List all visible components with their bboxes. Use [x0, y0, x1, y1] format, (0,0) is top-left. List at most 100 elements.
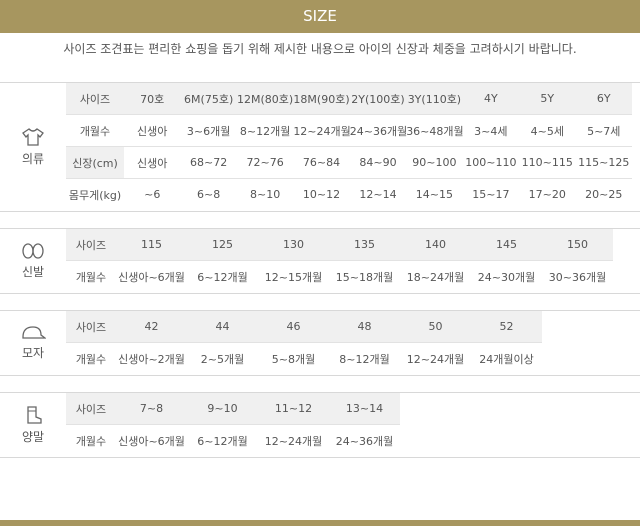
- cell: 2~5개월: [200, 352, 245, 366]
- cell: 18M(90호): [293, 83, 350, 115]
- row-header: 사이즈: [66, 393, 116, 425]
- cell: 8~12개월: [236, 114, 294, 147]
- cell: 42: [116, 311, 187, 343]
- clothing-icon: [22, 128, 44, 146]
- table-row: 몸무게(kg) ~6 6~8 8~10 10~12 12~14 14~15 15~17 17~2…: [66, 179, 632, 211]
- cell: 4~5세: [519, 114, 576, 147]
- cell: 신생아~2개월: [118, 352, 185, 366]
- header-bar: SIZE: [0, 0, 640, 33]
- section-label: 신발: [21, 265, 45, 279]
- row-header: 사이즈: [66, 311, 116, 343]
- cell: ~6: [144, 188, 161, 201]
- side: 의류: [0, 83, 66, 211]
- cell: 30~36개월: [548, 270, 607, 284]
- table-row: 개월수 신생아~6개월 6~12개월 12~15개월 15~18개월 18~24개월 24~…: [66, 261, 613, 293]
- cell: 145: [471, 229, 542, 261]
- side: 양말: [0, 393, 66, 457]
- cell: 6Y: [575, 83, 632, 115]
- row-header: 신장(cm): [66, 146, 124, 179]
- hat-icon: [22, 326, 46, 339]
- shoes-icon: [22, 243, 44, 259]
- cell: 24개월이상: [479, 352, 534, 366]
- cell: 115~125: [575, 146, 632, 179]
- cell: 6M(75호): [180, 83, 237, 115]
- cell: 15~18개월: [335, 270, 394, 284]
- row-header: 사이즈: [66, 229, 116, 261]
- cell: 9~10: [187, 393, 258, 425]
- cell: 46: [258, 311, 329, 343]
- cell: 신생아: [124, 146, 181, 179]
- shoes-section: 신발 사이즈 115 125 130 135 140 145 150 개월수 신생아~6개월 6~1…: [0, 228, 640, 294]
- cell: 신생아: [124, 114, 181, 147]
- cell: 76~84: [293, 146, 350, 179]
- cell: 7~8: [116, 393, 187, 425]
- cell: 12~24개월: [406, 352, 465, 366]
- cell: 6~12개월: [197, 434, 248, 448]
- cell: 3~4세: [462, 114, 520, 147]
- cell: 11~12: [258, 393, 329, 425]
- table-row: 신장(cm) 신생아 68~72 72~76 76~84 84~90 90~100 100~1…: [66, 146, 632, 179]
- row-header: 개월수: [75, 352, 107, 366]
- cell: 15~17: [472, 188, 510, 201]
- cell: 24~36개월: [335, 434, 394, 448]
- cell: 신생아~6개월: [118, 434, 185, 448]
- cell: 72~76: [236, 146, 294, 179]
- cell: 4Y: [462, 83, 520, 115]
- cell: 10~12: [302, 188, 341, 201]
- cell: 5~8개월: [271, 352, 316, 366]
- socks-icon: [27, 406, 42, 424]
- cell: 5Y: [519, 83, 576, 115]
- row-header: 개월수: [66, 114, 124, 147]
- row-header: 사이즈: [66, 83, 124, 115]
- cell: 90~100: [406, 146, 463, 179]
- cell: 115: [116, 229, 187, 261]
- cell: 5~7세: [575, 114, 632, 147]
- cell: 12~15개월: [264, 270, 323, 284]
- cell: 2Y(100호): [349, 83, 407, 115]
- side: 신발: [0, 229, 66, 293]
- cell: 6~8: [197, 188, 221, 201]
- table-row: 사이즈 42 44 46 48 50 52: [66, 311, 542, 343]
- row-header: 개월수: [75, 270, 107, 284]
- cell: 8~10: [249, 188, 281, 201]
- subtitle: 사이즈 조견표는 편리한 쇼핑을 돕기 위해 제시한 내용으로 아이의 신장과 …: [63, 42, 577, 56]
- footer-bar: [0, 520, 640, 526]
- size-table: 사이즈 115 125 130 135 140 145 150 개월수 신생아~6개월 6~12개월…: [66, 229, 613, 292]
- row-header: 몸무게(kg): [68, 188, 122, 202]
- hat-section: 모자 사이즈 42 44 46 48 50 52 개월수 신생아~2개월 2~5개월 5~8개월 8~…: [0, 310, 640, 376]
- socks-section: 양말 사이즈 7~8 9~10 11~12 13~14 개월수 신생아~6개월 6~12개월 1…: [0, 392, 640, 458]
- cell: 14~15: [415, 188, 454, 201]
- section-label: 양말: [21, 430, 45, 444]
- cell: 110~115: [519, 146, 576, 179]
- cell: 8~12개월: [339, 352, 390, 366]
- size-table: 사이즈 42 44 46 48 50 52 개월수 신생아~2개월 2~5개월 5~8개월 8~12개…: [66, 311, 542, 374]
- clothing-section: 의류 사이즈 70호 6M(75호) 12M(80호) 18M(90호) 2Y(100호)…: [0, 82, 640, 212]
- cell: 150: [542, 229, 613, 261]
- cell: 48: [329, 311, 400, 343]
- cell: 125: [187, 229, 258, 261]
- cell: 24~30개월: [477, 270, 536, 284]
- cell: 20~25: [585, 188, 623, 201]
- table-row: 사이즈 115 125 130 135 140 145 150: [66, 229, 613, 261]
- table-row: 사이즈 7~8 9~10 11~12 13~14: [66, 393, 400, 425]
- cell: 44: [187, 311, 258, 343]
- cell: 12M(80호): [236, 83, 294, 115]
- section-label: 모자: [21, 346, 45, 360]
- cell: 6~12개월: [197, 270, 248, 284]
- cell: 3Y(110호): [406, 83, 463, 115]
- cell: 70호: [124, 83, 181, 115]
- cell: 68~72: [180, 146, 237, 179]
- cell: 18~24개월: [406, 270, 465, 284]
- section-label: 의류: [21, 152, 45, 166]
- size-table: 사이즈 70호 6M(75호) 12M(80호) 18M(90호) 2Y(100호) 3Y(…: [66, 83, 632, 210]
- table-row: 사이즈 70호 6M(75호) 12M(80호) 18M(90호) 2Y(100호) 3Y(…: [66, 83, 632, 115]
- cell: 52: [471, 311, 542, 343]
- table-row: 개월수 신생아~2개월 2~5개월 5~8개월 8~12개월 12~24개월 24개월이상: [66, 343, 542, 375]
- table-row: 개월수 신생아~6개월 6~12개월 12~24개월 24~36개월: [66, 425, 400, 457]
- cell: 12~24개월: [264, 434, 323, 448]
- cell: 13~14: [329, 393, 400, 425]
- cell: 130: [258, 229, 329, 261]
- cell: 84~90: [349, 146, 407, 179]
- cell: 12~14: [359, 188, 397, 201]
